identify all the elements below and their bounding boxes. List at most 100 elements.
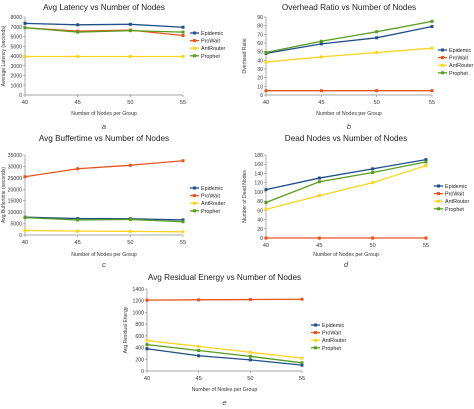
legend-marker	[193, 39, 196, 43]
legend-marker	[437, 192, 440, 196]
y-tick-label: 40	[257, 218, 263, 224]
data-point-prowait	[197, 298, 201, 302]
x-tick-label: 40	[22, 240, 28, 246]
data-point-antrouter	[128, 54, 132, 58]
data-point-prophet	[145, 343, 149, 347]
chart-title: Avg Latency vs Number of Nodes	[43, 3, 165, 12]
legend-marker	[437, 207, 440, 211]
y-axis-label: Average Latency (seconds)	[1, 25, 7, 86]
y-tick-label: 3000	[10, 64, 22, 70]
x-tick-label: 50	[247, 376, 253, 382]
panel-caption: c	[102, 260, 106, 269]
data-point-prophet	[23, 216, 27, 220]
y-tick-label: 80	[257, 24, 263, 30]
data-point-prowait	[23, 175, 27, 179]
legend-marker	[314, 331, 317, 335]
data-point-antrouter	[76, 229, 80, 233]
data-point-antrouter	[197, 344, 201, 348]
data-point-prowait	[375, 89, 379, 93]
y-tick-label: 100	[254, 190, 263, 196]
series-line-prophet	[24, 27, 184, 33]
data-point-epidemic	[23, 21, 27, 25]
x-tick-label: 55	[423, 243, 429, 249]
x-tick-label: 50	[370, 243, 376, 249]
y-tick-label: 35000	[8, 153, 23, 159]
legend-marker	[314, 323, 317, 327]
series-line-prophet	[146, 343, 303, 364]
y-tick-label: 70	[257, 32, 263, 38]
legend-marker	[193, 186, 196, 190]
data-point-antrouter	[264, 60, 268, 64]
data-point-epidemic	[300, 363, 304, 367]
x-tick-label: 45	[196, 376, 202, 382]
data-point-antrouter	[128, 229, 132, 233]
chart-panel-b: Overhead Ratio vs Number of Nodes 0 10 20 30…	[242, 3, 473, 131]
data-point-prophet	[375, 30, 379, 34]
series-line-prowait	[24, 160, 184, 178]
y-tick-label: 30	[257, 67, 263, 73]
y-axis-label: Avg Buffertime (seconds)	[1, 167, 7, 223]
data-point-prophet	[371, 171, 375, 175]
chart-panel-e: Avg Residual Energy vs Number of Nodes 0 2…	[123, 273, 346, 407]
x-tick-label: 55	[299, 376, 305, 382]
y-tick-label: 30000	[8, 164, 23, 170]
y-tick-label: 25000	[8, 176, 23, 182]
y-tick-label: 40	[257, 58, 263, 64]
y-axis-label: Overhead Ratio	[242, 38, 248, 73]
x-axis-label: Number of Nodes per Group	[71, 252, 137, 258]
y-tick-label: 1000	[10, 83, 22, 89]
data-point-prowait	[317, 236, 321, 240]
x-tick-label: 45	[75, 240, 81, 246]
data-point-prowait	[264, 236, 268, 240]
legend-label: ProWait	[322, 331, 341, 337]
legend-label: ProWait	[449, 56, 468, 62]
x-tick-label: 45	[316, 243, 322, 249]
data-point-prophet	[424, 160, 428, 164]
y-tick-label: 0	[260, 93, 263, 99]
data-point-epidemic	[76, 23, 80, 27]
data-point-antrouter	[23, 228, 27, 232]
legend-label: AntRouter	[449, 63, 473, 69]
legend-label: Epidemic	[445, 184, 467, 190]
x-tick-label: 40	[263, 243, 269, 249]
data-point-antrouter	[181, 54, 185, 58]
y-tick-label: 0	[141, 369, 144, 375]
data-point-antrouter	[264, 207, 268, 211]
legend-label: ProWait	[445, 192, 464, 198]
legend-marker	[314, 338, 317, 342]
series-line-epidemic	[24, 216, 184, 221]
data-point-prowait	[248, 298, 252, 302]
x-tick-label: 55	[180, 240, 186, 246]
x-tick-label: 40	[22, 100, 28, 106]
data-point-epidemic	[430, 25, 434, 29]
y-tick-label: 10000	[8, 210, 23, 216]
legend-label: Prophet	[201, 209, 220, 215]
series-line-antrouter	[265, 164, 427, 211]
y-tick-label: 60	[257, 41, 263, 47]
x-tick-label: 55	[429, 100, 435, 106]
data-point-antrouter	[317, 194, 321, 198]
y-axis-label: Number of Dead Nodes	[242, 170, 248, 223]
legend-label: AntRouter	[322, 338, 346, 344]
legend-label: ProWait	[201, 194, 220, 200]
data-point-epidemic	[317, 176, 321, 180]
series-line-epidemic	[146, 348, 303, 366]
data-point-prowait	[181, 34, 185, 38]
x-tick-label: 40	[144, 376, 150, 382]
legend-marker	[437, 199, 440, 203]
data-point-prophet	[181, 30, 185, 34]
x-axis-label: Number of Nodes per Group	[71, 111, 137, 117]
legend-marker	[441, 71, 444, 75]
data-point-prophet	[248, 354, 252, 358]
legend-label: Epidemic	[201, 186, 223, 192]
data-point-antrouter	[248, 350, 252, 354]
legend-marker	[314, 346, 317, 350]
chart-panel-d: Dead Nodes vs Number of Nodes 0 20 40 60 80 10…	[242, 134, 469, 269]
y-tick-label: 60	[257, 208, 263, 214]
data-point-epidemic	[128, 22, 132, 26]
